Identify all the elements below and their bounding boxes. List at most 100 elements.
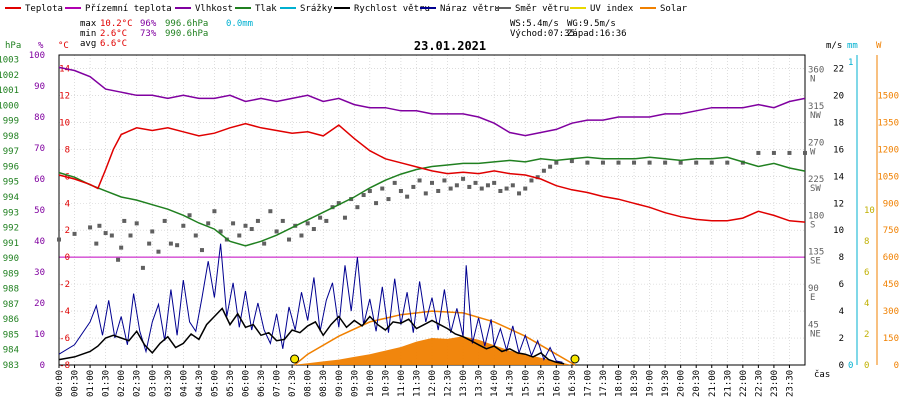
wind-dir-point <box>510 183 515 188</box>
hpa-title: hPa <box>5 41 21 51</box>
ms-tick-label: 0 <box>839 361 844 371</box>
wind-dir-point <box>411 184 416 189</box>
hpa-tick-label: 991 <box>3 239 19 249</box>
x-tick-label: 01:30 <box>102 370 112 397</box>
wind-dir-point <box>535 175 540 180</box>
x-tick-label: 06:00 <box>242 370 252 397</box>
wind-dir-point <box>305 221 310 226</box>
w-tick-label: 0 <box>894 361 899 371</box>
stat-temp: 6.6°C <box>100 39 127 49</box>
wind-dir-point <box>647 160 652 165</box>
wind-dir-point <box>150 229 155 234</box>
stat-sunset: Západ:16:36 <box>567 29 627 39</box>
wind-dir-point <box>423 191 428 196</box>
dir-letter-label: SW <box>810 184 821 194</box>
wind-dir-point <box>436 188 441 193</box>
c-tick-label: -4 <box>59 307 70 317</box>
uv-tick-label: 8 <box>864 237 869 247</box>
mm-title: mm <box>847 41 858 51</box>
wind-dir-point <box>442 178 447 183</box>
wind-dir-point <box>585 160 590 165</box>
c-tick-label: -2 <box>59 280 70 290</box>
x-tick-label: 19:00 <box>646 370 656 397</box>
x-tick-label: 10:30 <box>381 370 391 397</box>
c-title: °C <box>58 41 69 51</box>
wind-dir-point <box>243 223 248 228</box>
wind-dir-point <box>287 237 292 242</box>
w-tick-label: 1050 <box>877 172 899 182</box>
x-tick-label: 05:30 <box>226 370 236 397</box>
legend-label: Srážky <box>300 4 333 14</box>
wind-dir-point <box>206 221 211 226</box>
stat-press: 996.6hPa <box>165 19 208 29</box>
legend-label: Tlak <box>255 4 277 14</box>
pct-tick-label: 50 <box>34 206 45 216</box>
x-tick-label: 02:30 <box>133 370 143 397</box>
x-tick-label: 18:00 <box>615 370 625 397</box>
wind-dir-point <box>237 233 242 238</box>
x-tick-label: 21:30 <box>723 370 733 397</box>
wind-dir-point <box>485 183 490 188</box>
x-tick-label: 08:30 <box>319 370 329 397</box>
legend-label: Směr větru <box>515 4 569 14</box>
wind-dir-point <box>430 180 434 185</box>
wind-dir-point <box>725 160 730 165</box>
w-title: W <box>876 41 882 51</box>
sun-marker <box>290 354 300 364</box>
wind-dir-point <box>193 233 198 238</box>
c-tick-label: 4 <box>65 199 70 209</box>
legend-label: Teplota <box>25 4 63 14</box>
x-tick-label: 06:30 <box>257 370 267 397</box>
plot-area <box>57 66 807 366</box>
wind-dir-point <box>374 201 379 206</box>
ms-tick-label: 14 <box>833 172 844 182</box>
pct-tick-label: 100 <box>29 51 45 61</box>
x-tick-label: 16:30 <box>568 370 578 397</box>
x-tick-label: 14:30 <box>506 370 516 397</box>
wind-dir-point <box>57 237 61 242</box>
wind-dir-point <box>479 186 484 191</box>
solar-area <box>292 336 572 365</box>
c-tick-label: 2 <box>65 226 70 236</box>
c-tick-label: -8 <box>59 361 70 371</box>
ms-tick-label: 2 <box>839 334 844 344</box>
ms-tick-label: 18 <box>833 118 844 128</box>
x-tick-label: 23:00 <box>770 370 780 397</box>
dir-letter-label: E <box>810 293 815 303</box>
x-tick-label: 04:00 <box>179 370 189 397</box>
wind-dir-point <box>128 233 133 238</box>
wind-dir-point <box>116 257 121 262</box>
legend-label: Vlhkost <box>195 4 233 14</box>
hpa-tick-label: 999 <box>3 117 19 127</box>
w-tick-label: 1200 <box>877 145 899 155</box>
dir-tick-label: 90 <box>808 284 819 294</box>
x-tick-label: 03:00 <box>148 370 158 397</box>
wind-dir-point <box>140 265 145 270</box>
x-tick-label: 16:00 <box>552 370 562 397</box>
x-tick-label: 22:30 <box>754 370 764 397</box>
x-tick-label: 00:00 <box>55 370 65 397</box>
wind-dir-point <box>156 249 161 254</box>
legend-label: Solar <box>660 4 688 14</box>
pct-tick-label: 20 <box>34 299 45 309</box>
wind-dir-point <box>678 160 683 165</box>
x-tick-label: 11:30 <box>412 370 422 397</box>
wind-dir-point <box>97 223 102 228</box>
wind-dir-point <box>268 209 273 214</box>
legend-label: Rychlost větru <box>354 4 430 14</box>
x-tick-label: 09:30 <box>350 370 360 397</box>
uv-tick-label: 0 <box>864 361 869 371</box>
wind-dir-point <box>88 225 93 230</box>
wind-dir-point <box>694 160 699 165</box>
pressure-line <box>58 156 806 247</box>
wind-dir-point <box>147 241 152 246</box>
wind-dir-point <box>529 178 534 183</box>
wind-dir-point <box>616 160 621 165</box>
wind-gust-line <box>58 243 563 363</box>
wind-dir-point <box>231 221 236 226</box>
c-tick-label: 8 <box>65 145 70 155</box>
wind-dir-point <box>405 194 410 199</box>
c-tick-label: 14 <box>59 64 70 74</box>
wind-dir-point <box>342 215 347 220</box>
